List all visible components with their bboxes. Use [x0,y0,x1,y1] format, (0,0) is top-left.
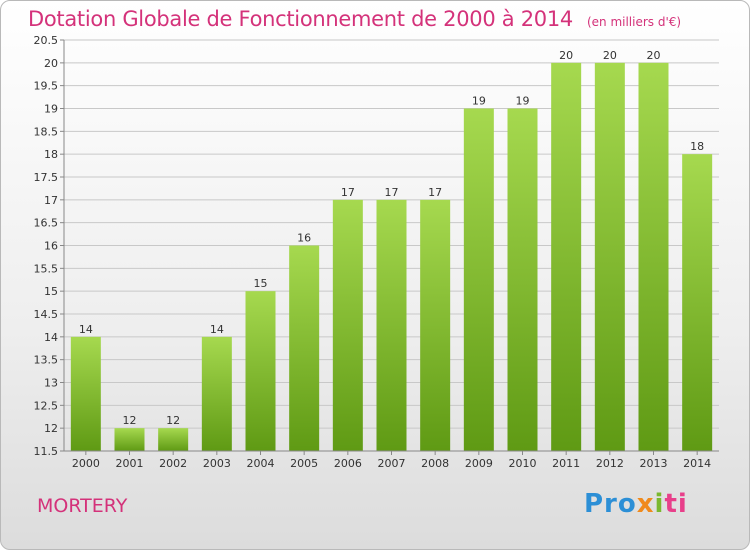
x-tick-label-2008: 2008 [421,457,449,470]
y-tick-label: 20 [44,57,58,70]
bar-2013 [638,62,669,451]
data-label-2009: 19 [472,95,486,108]
bar-2008 [420,199,451,451]
x-tick-label-2005: 2005 [290,457,318,470]
y-tick-label: 18.5 [34,125,59,138]
commune-name: MORTERY [37,495,128,517]
y-tick-label: 20.5 [34,34,59,47]
bar-2000 [70,336,101,451]
bars [70,62,713,451]
axes [60,39,719,455]
x-tick-label-2013: 2013 [640,457,668,470]
bar-2002 [158,428,189,451]
chart-unit: (en milliers d'€) [586,15,682,29]
y-tick-label: 17 [44,194,58,207]
bar-2001 [114,428,145,451]
x-tick-label-2007: 2007 [378,457,406,470]
y-tick-label: 14 [44,331,58,344]
bar-2003 [201,336,232,451]
y-tick-labels: 11.5 12 12.5 13 13.5 14 14.5 15 15.5 16 16.5 17 17.5… [34,34,59,458]
bar-2006 [332,199,363,451]
y-tick-label: 19.5 [34,80,59,93]
bar-2010 [507,108,538,451]
x-tick-label-2009: 2009 [465,457,493,470]
bar-2009 [463,108,494,451]
y-tick-label: 12.5 [34,399,59,412]
logo-part-4: ti [664,489,688,519]
y-tick-label: 16 [44,240,58,253]
y-tick-label: 15 [44,285,58,298]
y-tick-label: 11.5 [34,445,59,458]
data-label-2000: 14 [79,323,93,336]
bar-2007 [376,199,407,451]
x-tick-label-2000: 2000 [72,457,100,470]
data-label-2012: 20 [603,49,617,62]
bar-2011 [551,62,582,451]
x-tick-label-2002: 2002 [159,457,187,470]
x-tick-label-2001: 2001 [116,457,144,470]
y-tick-label: 18 [44,148,58,161]
x-tick-label-2011: 2011 [552,457,580,470]
data-label-2002: 12 [166,414,180,427]
data-labels: 14 12 12 14 15 16 17 17 17 19 19 20 20 20 18 [79,49,704,427]
data-label-2006: 17 [341,186,355,199]
y-tick-label: 14.5 [34,308,59,321]
bar-2014 [682,154,713,451]
y-tick-label: 16.5 [34,217,59,230]
data-label-2008: 17 [428,186,442,199]
data-label-2004: 15 [254,277,268,290]
x-tick-label-2010: 2010 [509,457,537,470]
y-tick-label: 13.5 [34,354,59,367]
chart-title-text: Dotation Globale de Fonctionnement de 20… [28,7,573,31]
x-tick-labels: 2000 2001 2002 2003 2004 2005 2006 2007 2008 2009… [72,457,711,470]
x-tick-label-2012: 2012 [596,457,624,470]
data-label-2013: 20 [647,49,661,62]
data-label-2010: 19 [516,95,530,108]
bar-2012 [594,62,625,451]
bar-2004 [245,291,276,451]
y-tick-label: 13 [44,377,58,390]
data-label-2001: 12 [123,414,137,427]
logo-part-3: i [654,489,665,519]
x-tick-label-2006: 2006 [334,457,362,470]
data-label-2005: 16 [297,232,311,245]
data-label-2003: 14 [210,323,224,336]
data-label-2007: 17 [385,186,399,199]
logo-part-2: x [636,489,655,519]
data-label-2011: 20 [559,49,573,62]
y-tick-label: 15.5 [34,262,59,275]
x-tick-label-2004: 2004 [247,457,275,470]
y-tick-label: 17.5 [34,171,59,184]
proxiti-logo[interactable]: Proxiti [584,489,688,519]
chart-title: Dotation Globale de Fonctionnement de 20… [28,7,681,31]
logo-part-1: Pro [584,489,637,519]
data-label-2014: 18 [690,140,704,153]
bar-2005 [289,245,320,451]
x-tick-label-2014: 2014 [683,457,711,470]
y-tick-label: 12 [44,422,58,435]
y-tick-label: 19 [44,103,58,116]
x-tick-label-2003: 2003 [203,457,231,470]
